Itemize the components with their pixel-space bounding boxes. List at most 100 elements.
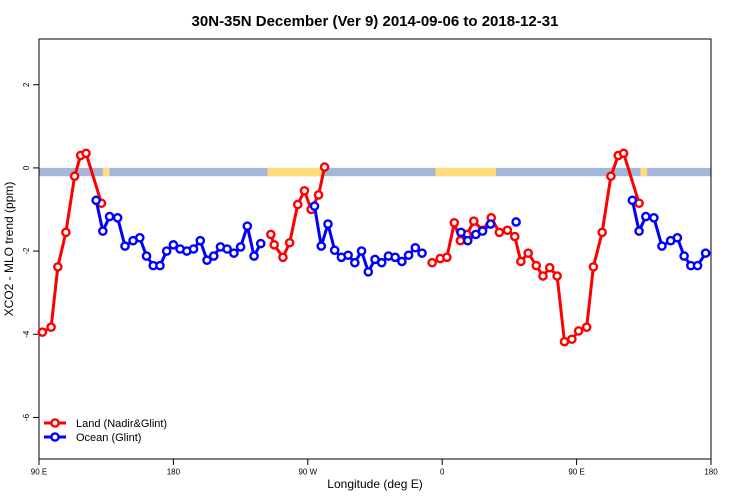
y-tick-label: -6 (22, 413, 31, 421)
x-tick-label: 90 E (568, 468, 584, 477)
data-point (567, 334, 577, 345)
data-point (588, 262, 599, 272)
data-point (442, 252, 452, 263)
x-axis: 90 E 180 90 W 0 90 E 180 (31, 459, 718, 477)
data-point (202, 255, 212, 266)
data-point (292, 199, 303, 210)
data-point (316, 241, 327, 251)
data-point (69, 171, 80, 182)
data-point (700, 248, 711, 258)
data-point (255, 238, 266, 249)
data-point (692, 260, 703, 271)
data-point (299, 185, 310, 196)
data-point (323, 219, 333, 229)
y-tick-label: 0 (22, 165, 31, 170)
data-point (319, 162, 330, 172)
data-point (195, 235, 206, 246)
data-point (91, 195, 101, 206)
data-point (356, 246, 367, 256)
y-axis-label: XCO2 - MLO trend (ppm) (2, 182, 16, 317)
data-point (363, 267, 374, 277)
land-band-segment (267, 167, 322, 177)
data-point (538, 271, 548, 281)
land-band-segment (435, 167, 496, 177)
data-point (509, 231, 520, 242)
data-point (242, 221, 253, 231)
data-point (161, 246, 172, 256)
data-point (155, 260, 165, 271)
data-point (284, 237, 295, 248)
data-point (112, 213, 123, 223)
data-point (208, 251, 219, 261)
data-point (188, 244, 199, 254)
legend-label: Ocean (Glint) (76, 432, 141, 444)
data-point (120, 241, 130, 251)
data-point (494, 227, 505, 238)
data-point (98, 226, 108, 236)
data-point (376, 257, 387, 268)
data-point (552, 271, 562, 281)
data-point (456, 227, 466, 238)
data-point (168, 240, 179, 250)
data-point (573, 326, 584, 336)
y-tick-label: 2 (22, 82, 31, 87)
data-point (477, 226, 488, 236)
legend-marker (50, 418, 60, 428)
data-point (104, 211, 115, 222)
legend: Land (Nadir&Glint) Ocean (Glint) (44, 418, 167, 444)
data-point (134, 232, 145, 243)
data-point (417, 248, 427, 258)
data-point (657, 241, 667, 251)
data-point (46, 322, 56, 332)
ocean-band (39, 167, 711, 177)
data-point (309, 201, 320, 211)
data-point (266, 229, 276, 240)
data-point (544, 262, 555, 273)
data-point (502, 225, 513, 236)
data-point (649, 213, 659, 223)
land-ocean-band (39, 167, 711, 177)
data-point (597, 227, 607, 238)
x-axis-label: Longitude (deg E) (327, 477, 422, 491)
data-point (53, 262, 63, 272)
data-point (485, 219, 496, 229)
data-point (531, 260, 542, 271)
data-point (410, 242, 421, 253)
data-point (427, 257, 437, 268)
data-point (37, 327, 48, 337)
data-point (581, 322, 592, 332)
data-point (672, 232, 683, 243)
data-point (634, 226, 644, 236)
data-point (249, 251, 259, 261)
data-point (641, 211, 651, 222)
series-layer (37, 148, 711, 347)
land-band-segment (640, 167, 648, 177)
data-point (350, 257, 360, 268)
x-tick-label: 90 W (298, 468, 317, 477)
data-point (403, 250, 414, 261)
data-point (278, 252, 288, 263)
data-point (449, 218, 460, 228)
data-point (313, 190, 324, 200)
data-point (81, 148, 91, 159)
data-point (229, 248, 239, 258)
data-point (627, 195, 638, 206)
y-axis: 2 0 -2 -4 -6 (22, 82, 39, 421)
x-tick-label: 180 (167, 468, 181, 477)
data-point (455, 235, 466, 246)
data-point (462, 235, 473, 246)
y-tick-label: -2 (22, 247, 31, 255)
data-point (222, 244, 232, 254)
data-point (516, 256, 526, 267)
x-tick-label: 90 E (31, 468, 47, 477)
data-point (618, 148, 629, 159)
y-tick-label: -4 (22, 330, 31, 338)
x-tick-label: 180 (704, 468, 718, 477)
legend-marker (50, 432, 60, 442)
data-point (141, 251, 152, 261)
data-point (397, 256, 407, 267)
data-point (269, 240, 280, 250)
data-point (329, 245, 340, 256)
series-land (37, 148, 644, 347)
